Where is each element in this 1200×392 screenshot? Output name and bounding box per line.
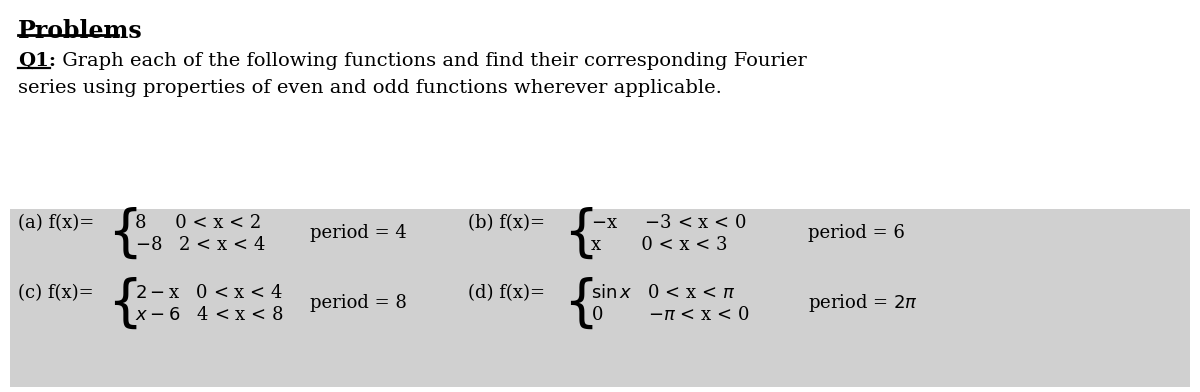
Text: (d) f(x)=: (d) f(x)= <box>468 284 545 302</box>
Text: 0        $-\pi$ < x < 0: 0 $-\pi$ < x < 0 <box>592 306 750 324</box>
Text: $\{$: $\{$ <box>563 205 593 261</box>
Text: $\{$: $\{$ <box>563 275 593 331</box>
Text: (c) f(x)=: (c) f(x)= <box>18 284 94 302</box>
FancyBboxPatch shape <box>10 209 1190 387</box>
Text: $2-$x   0 < x < 4: $2-$x 0 < x < 4 <box>134 284 283 302</box>
Text: $\{$: $\{$ <box>107 275 137 331</box>
Text: $x-6$   4 < x < 8: $x-6$ 4 < x < 8 <box>134 306 283 324</box>
Text: $\{$: $\{$ <box>107 205 137 261</box>
Text: period = 4: period = 4 <box>310 224 407 242</box>
Text: $\sin x$   0 < x < $\pi$: $\sin x$ 0 < x < $\pi$ <box>592 284 736 302</box>
Text: (b) f(x)=: (b) f(x)= <box>468 214 545 232</box>
Text: period = 8: period = 8 <box>310 294 407 312</box>
Text: period = 6: period = 6 <box>808 224 905 242</box>
Text: period = $2\pi$: period = $2\pi$ <box>808 292 918 314</box>
Text: x       0 < x < 3: x 0 < x < 3 <box>592 236 727 254</box>
Text: 8     0 < x < 2: 8 0 < x < 2 <box>134 214 262 232</box>
Text: series using properties of even and odd functions wherever applicable.: series using properties of even and odd … <box>18 79 722 97</box>
Text: $-$x     $-$3 < x < 0: $-$x $-$3 < x < 0 <box>592 214 746 232</box>
Text: Problems: Problems <box>18 19 143 43</box>
Text: $-$8   2 < x < 4: $-$8 2 < x < 4 <box>134 236 266 254</box>
Text: Q1:: Q1: <box>18 52 56 70</box>
Text: (a) f(x)=: (a) f(x)= <box>18 214 95 232</box>
Text: Graph each of the following functions and find their corresponding Fourier: Graph each of the following functions an… <box>56 52 806 70</box>
